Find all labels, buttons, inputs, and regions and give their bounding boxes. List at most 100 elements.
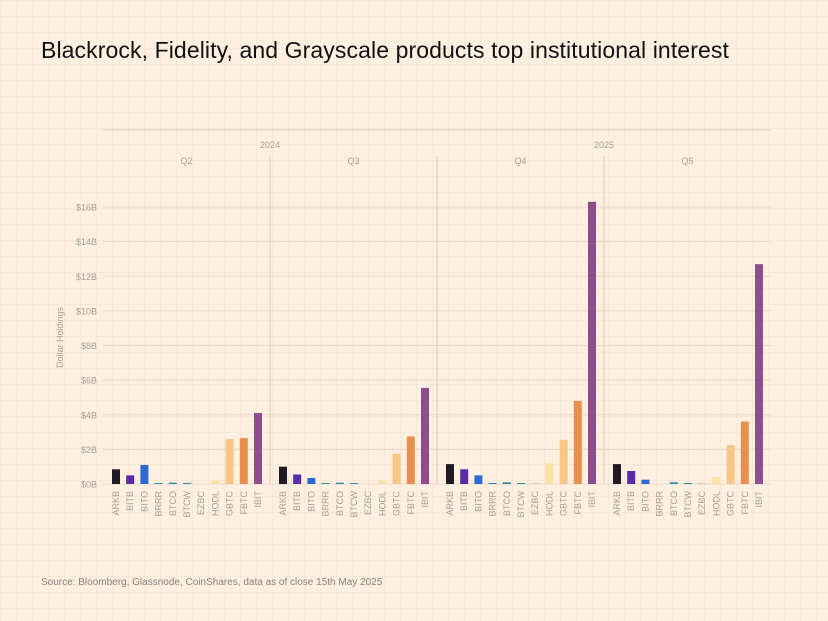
bar-bitb [126,475,135,484]
x-tick-label: GBTC [225,491,235,517]
x-tick-label: IBIT [754,491,764,508]
x-tick-label: HODL [544,491,554,516]
panel-quarter-label: Q2 [180,156,192,166]
x-tick-label: BITB [292,491,302,511]
x-tick-label: ARKB [278,491,288,516]
y-tick-label: $10B [76,306,97,316]
bar-brrr [154,483,163,484]
bar-btcw [684,483,692,484]
x-tick-label: BTCW [182,491,192,518]
bar-fbtc [573,400,582,484]
x-tick-label: BTCO [669,491,679,516]
x-tick-label: BTCW [683,491,693,518]
bar-hodl [545,463,554,484]
bar-btcw [350,483,358,484]
x-tick-label: BRRR [321,491,331,517]
panel-quarter-label: Q4 [514,156,526,166]
bar-bito [140,464,149,484]
y-tick-label: $12B [76,272,97,282]
x-tick-label: BTCW [516,491,526,518]
x-tick-label: BTCO [168,491,178,516]
bar-bitb [627,471,636,484]
x-tick-label: IBIT [420,491,430,508]
bar-ibit [254,413,262,484]
x-tick-label: BITO [473,491,483,512]
x-tick-label: ARKB [111,491,121,516]
bar-bitb [293,474,302,484]
bar-arkb [279,466,287,484]
bar-bito [641,479,650,484]
source-note: Source: Bloomberg, Glassnode, CoinShares… [41,577,383,588]
x-axis: ARKB BITB BITO BRRR BTCO BTCW EZBC HODL GBTC FBTC… [111,491,764,518]
y-tick-label: $8B [81,341,97,351]
y-tick-label: $2B [81,445,97,455]
bar-fbtc [239,438,248,484]
bar-hodl [211,480,220,484]
x-tick-label: HODL [210,491,220,516]
x-tick-label: ARKB [612,491,622,516]
x-tick-label: BTCO [502,491,512,516]
x-tick-label: BITO [640,491,650,512]
bar-ezbc [531,483,540,484]
bar-bito [474,475,483,484]
x-tick-label: EZBC [697,491,707,516]
bar-btcw [183,483,191,484]
bar-bitb [460,469,469,484]
x-tick-label: BRRR [488,491,498,517]
y-axis: $0B $2B $4B $6B $8B $10B $12B $14B $16B Dollar Ho… [55,203,97,490]
bar-btco [168,482,177,484]
x-tick-label: BTCW [349,491,359,518]
y-axis-title: Dollar Holdings [55,306,65,368]
x-tick-label: BRRR [154,491,164,517]
bar-fbtc [740,421,749,484]
x-tick-label: FBTC [239,491,249,515]
bars [112,201,763,484]
panel-year-label: 2025 [594,140,614,150]
bar-fbtc [406,436,415,484]
bar-btco [335,482,344,484]
bar-ibit [588,201,596,484]
x-tick-label: HODL [377,491,387,516]
y-tick-label: $4B [81,410,97,420]
x-tick-label: IBIT [253,491,263,508]
x-tick-label: BITB [459,491,469,511]
panel-quarter-label: Q3 [347,156,359,166]
x-tick-label: BITO [139,491,149,512]
x-tick-label: GBTC [726,491,736,517]
x-tick-label: EZBC [530,491,540,516]
x-tick-label: FBTC [740,491,750,515]
bar-arkb [613,464,621,484]
bar-btco [669,482,678,484]
x-tick-label: BTCO [335,491,345,516]
y-tick-label: $16B [76,203,97,213]
bar-ezbc [698,483,707,484]
panel-dividers [103,129,771,484]
bar-btcw [517,483,525,484]
x-tick-label: BRRR [655,491,665,517]
bar-hodl [378,480,387,484]
x-tick-label: FBTC [573,491,583,515]
bar-bito [307,477,316,484]
x-tick-label: GBTC [559,491,569,517]
panel-headers: Q2 2024 Q3 Q4 2025 Q5 [180,140,693,166]
x-tick-label: EZBC [196,491,206,516]
bar-hodl [712,477,721,484]
chart-title: Blackrock, Fidelity, and Grayscale produ… [41,37,729,63]
x-tick-label: BITB [626,491,636,511]
bar-gbtc [225,438,234,484]
bar-ibit [421,387,429,484]
bar-brrr [488,483,497,484]
bar-arkb [112,469,120,484]
x-tick-label: EZBC [363,491,373,516]
y-tick-label: $0B [81,480,97,490]
panel-year-label: 2024 [260,140,280,150]
panel-quarter-label: Q5 [681,156,693,166]
x-tick-label: GBTC [392,491,402,517]
bar-ibit [755,264,763,484]
bar-gbtc [559,439,568,484]
x-tick-label: ARKB [445,491,455,516]
x-tick-label: BITO [306,491,316,512]
bar-btco [502,482,511,484]
y-tick-label: $6B [81,376,97,386]
